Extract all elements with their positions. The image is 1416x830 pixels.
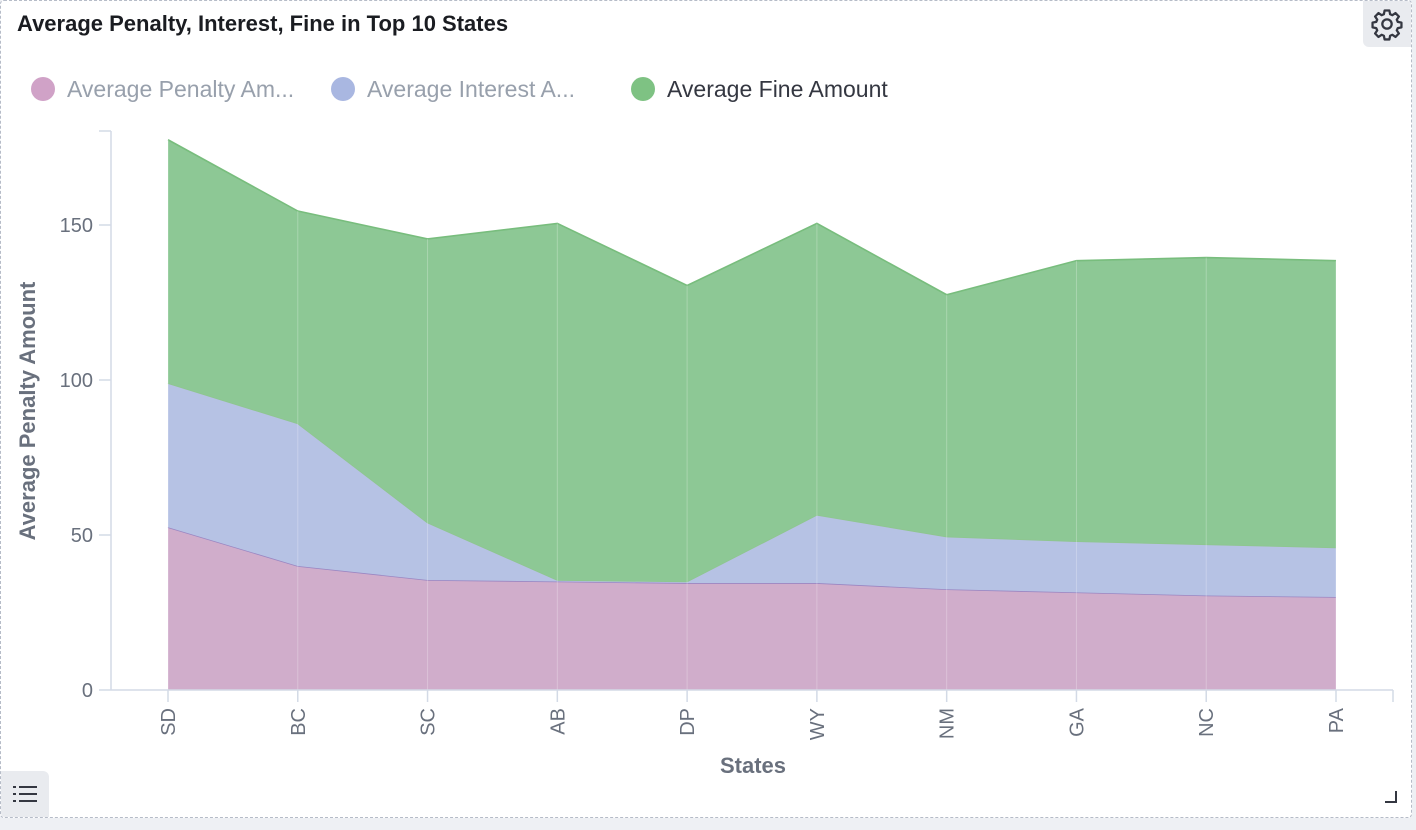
area-average-interest-amount [168,383,1336,597]
legend-item-penalty[interactable]: Average Penalty Am... [31,73,294,105]
x-tick-label: DP [677,708,699,736]
legend-swatch-fine [631,77,655,101]
y-tick-label: 0 [82,680,93,702]
area-average-fine-amount [168,139,1336,582]
legend-label-interest: Average Interest A... [367,75,575,102]
y-tick-label: 100 [60,370,93,392]
legend-item-fine[interactable]: Average Fine Amount [631,73,888,105]
x-tick-label: PA [1326,707,1348,733]
panel-title: Average Penalty, Interest, Fine in Top 1… [17,11,509,36]
legend-label-penalty: Average Penalty Am... [67,75,295,102]
area-series-group [167,139,1337,690]
y-axis-label: Average Penalty Amount [15,281,40,540]
x-tick-label: GA [1066,707,1088,737]
y-tick-label: 50 [71,525,93,547]
line-average-fine-amount [167,139,1337,296]
legend-item-interest[interactable]: Average Interest A... [331,73,575,105]
y-tick-label: 150 [60,215,93,237]
x-axis-label: States [720,753,786,778]
resize-handle-icon[interactable] [1385,791,1397,803]
gear-icon [1371,9,1403,41]
legend-label-fine: Average Fine Amount [667,75,888,102]
legend-swatch-penalty [31,77,55,101]
area-average-penalty-amount [168,527,1336,690]
x-tick-label: NC [1196,708,1218,737]
x-tick-label: WY [807,708,829,740]
panel-settings-button[interactable] [1363,1,1411,47]
legend-toggle-button[interactable] [1,771,49,817]
x-tick-label: NM [937,708,959,739]
legend-swatch-interest [331,77,355,101]
x-tick-label: AB [547,708,569,735]
axes-group: 0 50 100 150 SD BC SC AB DP WY NM GA NC PA [60,130,1394,740]
x-tick-label: BC [288,708,310,736]
x-tick-label: SC [418,708,440,736]
x-tick-label: SD [158,708,180,736]
list-icon [13,786,37,802]
